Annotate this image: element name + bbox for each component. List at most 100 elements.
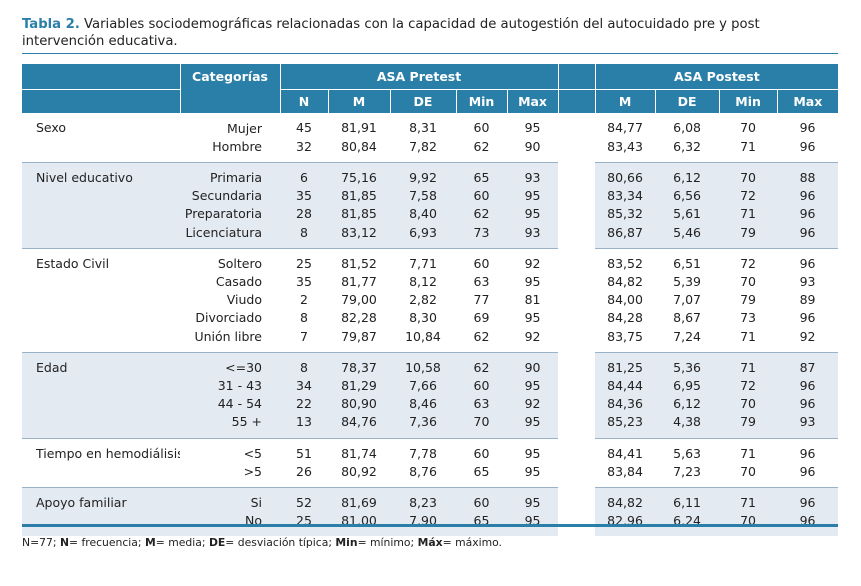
cell-pretest: 95	[507, 486, 559, 513]
footnote-abbr: N	[59, 536, 69, 549]
cell-pretest: 79,87	[341, 328, 377, 344]
row-group-label: Sexo	[36, 120, 67, 136]
column-gap	[558, 248, 595, 273]
cell-pretest: 62	[473, 138, 490, 154]
cell-postest: 71	[719, 437, 778, 463]
cell-postest: 72	[719, 247, 778, 273]
cell-pretest: 69	[473, 310, 490, 326]
column-gap	[558, 273, 595, 291]
cell-pretest: 7,36	[390, 413, 456, 439]
cell-postest: 6,08	[673, 120, 701, 136]
cell-postest: 96	[799, 120, 816, 136]
cell-postest: 96	[777, 187, 839, 206]
row-category: Divorciado	[195, 310, 262, 326]
cell-postest: 6,11	[655, 486, 720, 513]
cell-postest: 5,46	[655, 223, 720, 249]
cell-pretest: 60	[456, 486, 507, 513]
table-bottom-rule	[22, 524, 838, 527]
footnote-def: = máximo.	[442, 536, 502, 549]
footnote-def: = media;	[155, 536, 209, 549]
row-group-label	[22, 138, 180, 163]
header-categorias: Categorías	[179, 64, 280, 114]
col-header: Min	[718, 89, 778, 113]
cell-pretest: 7,71	[390, 247, 456, 273]
cell-postest: 72	[719, 187, 778, 206]
col-header: M	[594, 89, 656, 113]
cell-pretest: 65	[456, 161, 507, 188]
column-gap	[558, 438, 595, 463]
col-header: DE	[654, 89, 720, 113]
cell-postest: 5,61	[655, 205, 720, 224]
row-group-label	[22, 463, 180, 488]
cell-pretest: 60	[456, 247, 507, 273]
cell-pretest: 65	[473, 463, 490, 479]
row-category: <=30	[180, 351, 280, 377]
cell-postest: 73	[740, 310, 757, 326]
cell-pretest: 81,85	[328, 205, 390, 224]
data-table: Categorías ASA Pretest ASA Postest N M D…	[22, 64, 839, 537]
cell-pretest: 81,77	[341, 273, 377, 289]
cell-pretest: 79,00	[341, 292, 377, 308]
cell-pretest: 95	[507, 437, 559, 463]
column-gap	[558, 413, 596, 439]
row-category: 31 - 43	[180, 376, 280, 396]
cell-pretest: 92	[507, 247, 559, 273]
cell-pretest: 81,29	[328, 376, 390, 396]
row-group-label	[22, 328, 180, 353]
table-row: Unión libre 7 79,87 10,84 62 92 83,75 7,24 71 92	[22, 328, 838, 353]
cell-postest: 96	[777, 486, 839, 513]
cell-pretest: 9,92	[390, 161, 456, 188]
cell-pretest: 25	[280, 247, 328, 273]
table-row: Nivel educativo Primaria 6 75,16 9,92 65 93 80,…	[22, 161, 839, 188]
footnote-abbr: Máx	[417, 536, 443, 549]
table-row: Tiempo en hemodiálisis <5 51 81,74 7,78 60 95 8…	[22, 437, 839, 463]
row-category: Unión libre	[194, 328, 262, 344]
cell-pretest: 80,84	[341, 138, 377, 154]
row-category: Soltero	[180, 247, 280, 273]
table-caption: Tabla 2. Variables sociodemográficas rel…	[22, 16, 842, 50]
cell-pretest: 93	[507, 223, 559, 249]
cell-pretest: 81	[524, 292, 541, 308]
cell-pretest: 95	[507, 413, 559, 439]
cell-postest: 96	[777, 395, 839, 414]
row-category: <5	[180, 437, 280, 463]
cell-pretest: 26	[296, 463, 312, 479]
header-gap	[557, 64, 596, 90]
column-gap	[558, 291, 595, 309]
cell-postest: 71	[719, 486, 778, 513]
cell-postest: 86,87	[595, 223, 656, 249]
cell-postest: 85,32	[595, 205, 656, 224]
row-group-label	[22, 205, 180, 224]
cell-postest: 96	[777, 437, 839, 463]
row-category: Viudo	[226, 292, 262, 308]
col-header: Min	[455, 89, 507, 113]
cell-postest: 83,75	[607, 328, 643, 344]
footnote-abbr: M	[145, 536, 156, 549]
cell-postest: 96	[799, 138, 816, 154]
col-header: M	[327, 89, 390, 113]
cell-postest: 84,82	[595, 486, 656, 513]
cell-postest: 6,95	[655, 376, 720, 396]
cell-pretest: 83,12	[328, 223, 390, 249]
cell-postest: 88	[777, 161, 839, 188]
cell-pretest: 10,58	[390, 351, 456, 377]
cell-pretest: 51	[280, 437, 328, 463]
cell-pretest: 95	[524, 273, 541, 289]
cell-postest: 83,34	[595, 187, 656, 206]
cell-postest: 6,12	[655, 161, 720, 188]
cell-pretest: 90	[524, 138, 541, 154]
cell-pretest: 22	[280, 395, 328, 414]
column-gap	[558, 395, 596, 414]
cell-postest: 8,67	[673, 310, 701, 326]
table-row: Estado Civil Soltero 25 81,52 7,71 60 92 83,52 6…	[22, 247, 839, 273]
cell-postest: 92	[799, 328, 816, 344]
cell-postest: 89	[799, 292, 816, 308]
footnote-def: = frecuencia;	[68, 536, 145, 549]
cell-postest: 4,38	[655, 413, 720, 439]
cell-postest: 70	[719, 161, 778, 188]
cell-postest: 6,32	[673, 138, 701, 154]
cell-postest: 71	[740, 138, 757, 154]
cell-postest: 83,43	[607, 138, 643, 154]
col-header: DE	[389, 89, 456, 113]
cell-pretest: 34	[280, 376, 328, 396]
